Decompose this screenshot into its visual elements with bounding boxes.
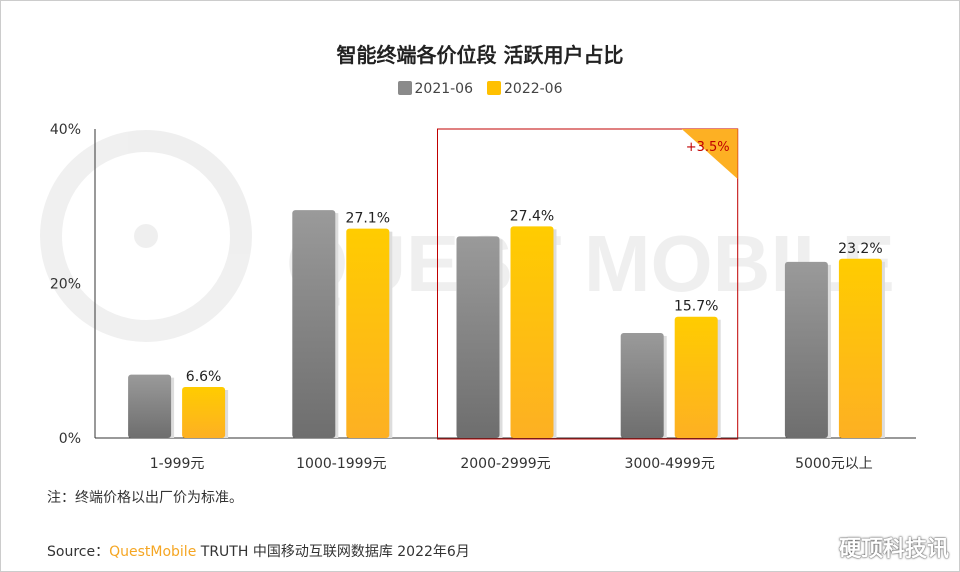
source-text: TRUTH 中国移动互联网数据库 2022年6月 bbox=[196, 544, 470, 560]
x-tick-label: 2000-2999元 bbox=[460, 456, 550, 472]
data-label: 15.7% bbox=[674, 299, 718, 315]
highlight-label: +3.5% bbox=[686, 140, 730, 155]
legend-label: 2021-06 bbox=[414, 81, 474, 97]
bar-2021-06 bbox=[620, 332, 664, 438]
x-tick-label: 3000-4999元 bbox=[625, 456, 715, 472]
bar-2022-06 bbox=[182, 387, 226, 438]
highlight-box bbox=[437, 128, 739, 440]
legend-label: 2022-06 bbox=[504, 81, 563, 97]
chart-title: 智能终端各价位段 活跃用户占比 bbox=[336, 43, 624, 67]
legend-item-2021: 2021-06 bbox=[397, 81, 474, 97]
y-tick-label: 0% bbox=[59, 431, 81, 447]
bar-2021-06 bbox=[456, 236, 500, 438]
y-tick-label: 20% bbox=[50, 277, 81, 293]
source-prefix: Source： bbox=[47, 544, 110, 560]
bar-2021-06 bbox=[292, 210, 336, 438]
source-brand: QuestMobile bbox=[109, 544, 197, 560]
bar-2022-06 bbox=[510, 226, 554, 438]
legend-item-2022: 2022-06 bbox=[487, 81, 563, 97]
bar-2022-06 bbox=[346, 228, 390, 438]
x-tick-label: 5000元以上 bbox=[795, 456, 873, 472]
highlight-corner bbox=[681, 129, 738, 179]
bar-2022-06 bbox=[838, 258, 882, 438]
bar-2021-06 bbox=[128, 374, 172, 438]
bar-2022-06 bbox=[674, 316, 718, 438]
data-label: 27.4% bbox=[510, 208, 554, 224]
bar-chart: QUEST MOBILE +3.5%0%20%40%1-999元6.6%1000… bbox=[40, 122, 916, 472]
data-label: 6.6% bbox=[186, 369, 222, 385]
legend-swatch bbox=[397, 81, 412, 95]
data-label: 27.1% bbox=[346, 211, 390, 227]
source-line: Source：QuestMobile TRUTH 中国移动互联网数据库 2022… bbox=[47, 541, 470, 561]
x-tick-label: 1000-1999元 bbox=[296, 456, 386, 472]
legend: 2021-06 2022-06 bbox=[1, 81, 959, 97]
footnote: 注：终端价格以出厂价为标准。 bbox=[47, 490, 243, 506]
x-tick-label: 1-999元 bbox=[150, 456, 205, 472]
bar-2021-06 bbox=[784, 261, 828, 438]
legend-swatch bbox=[487, 81, 501, 95]
watermark: 硬顶科技讯 bbox=[838, 537, 949, 562]
data-label: 23.2% bbox=[838, 241, 882, 257]
y-tick-label: 40% bbox=[50, 122, 81, 138]
